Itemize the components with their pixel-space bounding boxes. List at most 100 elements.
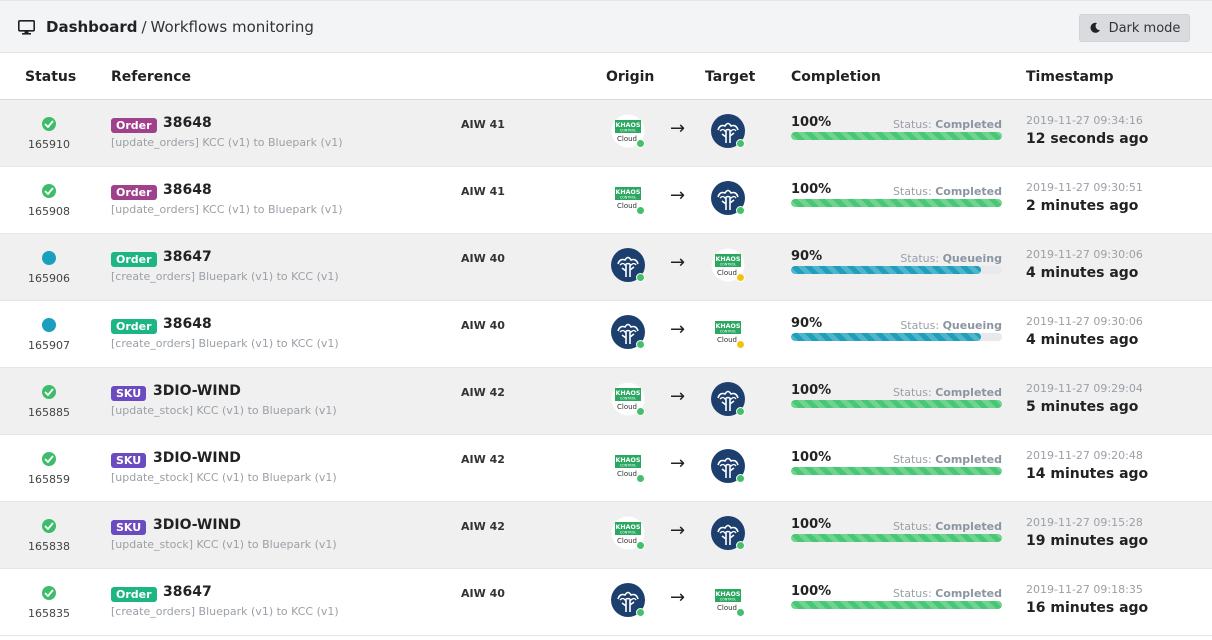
origin-status-dot: [636, 474, 645, 483]
table-row[interactable]: 165907 Order 38648 [create_orders] Bluep…: [0, 301, 1212, 368]
status-prefix: Status:: [892, 587, 932, 600]
completion-percent: 100%: [791, 383, 832, 398]
queued-dot-icon: [42, 318, 56, 332]
check-circle-icon: [42, 586, 56, 600]
target-status-dot: [736, 273, 745, 282]
progress-bar: [791, 199, 1002, 207]
target-status-dot: [736, 474, 745, 483]
reference-number[interactable]: 38648: [163, 115, 212, 131]
reference-description: [create_orders] Bluepark (v1) to KCC (v1…: [111, 270, 339, 283]
completion-percent: 100%: [791, 182, 832, 197]
timestamp: 2019-11-27 09:18:35: [1026, 583, 1143, 596]
arrow-right-icon: →: [670, 453, 686, 474]
workflow-id: 165907: [28, 339, 70, 352]
status-text: Status: Completed: [893, 520, 1002, 533]
dark-mode-button[interactable]: Dark mode: [1079, 14, 1190, 42]
target-status-dot: [736, 608, 745, 617]
svg-text:CONTROL: CONTROL: [620, 129, 637, 133]
type-badge: SKU: [111, 453, 147, 468]
reference-number[interactable]: 3DIO-WIND: [153, 517, 241, 533]
status-prefix: Status:: [892, 118, 932, 131]
workflow-id: 165908: [28, 205, 70, 218]
arrow-right-icon: →: [670, 185, 686, 206]
origin-logo: KHAOS CONTROL Cloud: [611, 114, 645, 148]
status-value: Completed: [935, 587, 1002, 600]
reference-number[interactable]: 38648: [163, 316, 212, 332]
workflow-id: 165838: [28, 540, 70, 553]
reference-description: [create_orders] Bluepark (v1) to KCC (v1…: [111, 337, 339, 350]
origin-status-dot: [636, 541, 645, 550]
moon-icon: [1090, 22, 1100, 33]
status-value: Completed: [935, 118, 1002, 131]
svg-text:KHAOS: KHAOS: [616, 524, 641, 531]
progress-fill: [791, 400, 1002, 408]
reference-number[interactable]: 38647: [163, 584, 212, 600]
status-prefix: Status:: [892, 185, 932, 198]
status-text: Status: Completed: [893, 587, 1002, 600]
khaos-logo-icon: KHAOS CONTROL Cloud: [711, 248, 745, 282]
reference-number[interactable]: 38647: [163, 249, 212, 265]
reference-number[interactable]: 3DIO-WIND: [153, 383, 241, 399]
relative-time: 4 minutes ago: [1026, 332, 1139, 348]
khaos-logo-icon: KHAOS CONTROL Cloud: [611, 181, 645, 215]
completion-percent: 100%: [791, 450, 832, 465]
svg-text:CONTROL: CONTROL: [620, 531, 637, 535]
svg-text:Cloud: Cloud: [617, 202, 637, 210]
arrow-right-icon: →: [670, 587, 686, 608]
column-reference: Reference: [111, 69, 192, 85]
workflow-id: 165906: [28, 272, 70, 285]
timestamp: 2019-11-27 09:30:06: [1026, 315, 1143, 328]
aiw-label: AIW 42: [461, 386, 505, 399]
workflow-id: 165910: [28, 138, 70, 151]
origin-logo: [611, 248, 645, 282]
progress-fill: [791, 534, 1002, 542]
type-badge: Order: [111, 185, 157, 200]
khaos-logo-icon: KHAOS CONTROL Cloud: [611, 114, 645, 148]
svg-text:CONTROL: CONTROL: [620, 464, 637, 468]
relative-time: 4 minutes ago: [1026, 265, 1139, 281]
arrow-right-icon: →: [670, 319, 686, 340]
aiw-label: AIW 41: [461, 185, 505, 198]
aiw-label: AIW 42: [461, 453, 505, 466]
progress-bar: [791, 534, 1002, 542]
check-circle-icon: [42, 452, 56, 466]
svg-text:Cloud: Cloud: [717, 269, 737, 277]
svg-text:KHAOS: KHAOS: [716, 323, 741, 330]
workflow-id: 165859: [28, 473, 70, 486]
completion-percent: 100%: [791, 517, 832, 532]
svg-text:Cloud: Cloud: [717, 604, 737, 612]
svg-text:KHAOS: KHAOS: [616, 457, 641, 464]
reference-number[interactable]: 38648: [163, 182, 212, 198]
reference-number[interactable]: 3DIO-WIND: [153, 450, 241, 466]
status-value: Queueing: [942, 319, 1002, 332]
breadcrumb: Dashboard / Workflows monitoring: [18, 18, 314, 36]
table-row[interactable]: 165910 Order 38648 [update_orders] KCC (…: [0, 100, 1212, 167]
svg-text:KHAOS: KHAOS: [616, 189, 641, 196]
reference-description: [update_orders] KCC (v1) to Bluepark (v1…: [111, 136, 343, 149]
status-prefix: Status:: [892, 520, 932, 533]
origin-logo: [611, 315, 645, 349]
table-row[interactable]: 165908 Order 38648 [update_orders] KCC (…: [0, 167, 1212, 234]
target-logo: KHAOS CONTROL Cloud: [711, 583, 745, 617]
svg-text:KHAOS: KHAOS: [716, 256, 741, 263]
svg-text:CONTROL: CONTROL: [620, 196, 637, 200]
origin-status-dot: [636, 139, 645, 148]
origin-status-dot: [636, 206, 645, 215]
table-row[interactable]: 165835 Order 38647 [create_orders] Bluep…: [0, 569, 1212, 636]
table-row[interactable]: 165906 Order 38647 [create_orders] Bluep…: [0, 234, 1212, 301]
table-row[interactable]: 165859 SKU 3DIO-WIND [update_stock] KCC …: [0, 435, 1212, 502]
svg-text:KHAOS: KHAOS: [616, 122, 641, 129]
table-row[interactable]: 165885 SKU 3DIO-WIND [update_stock] KCC …: [0, 368, 1212, 435]
progress-fill: [791, 333, 981, 341]
aiw-label: AIW 42: [461, 520, 505, 533]
breadcrumb-separator: /: [141, 18, 147, 36]
aiw-label: AIW 41: [461, 118, 505, 131]
table-row[interactable]: 165838 SKU 3DIO-WIND [update_stock] KCC …: [0, 502, 1212, 569]
reference-description: [update_stock] KCC (v1) to Bluepark (v1): [111, 538, 337, 551]
svg-text:CONTROL: CONTROL: [620, 397, 637, 401]
status-value: Completed: [935, 185, 1002, 198]
check-circle-icon: [42, 117, 56, 131]
breadcrumb-dashboard[interactable]: Dashboard: [46, 18, 138, 36]
khaos-logo-icon: KHAOS CONTROL Cloud: [611, 516, 645, 550]
monitor-icon: [18, 19, 35, 35]
